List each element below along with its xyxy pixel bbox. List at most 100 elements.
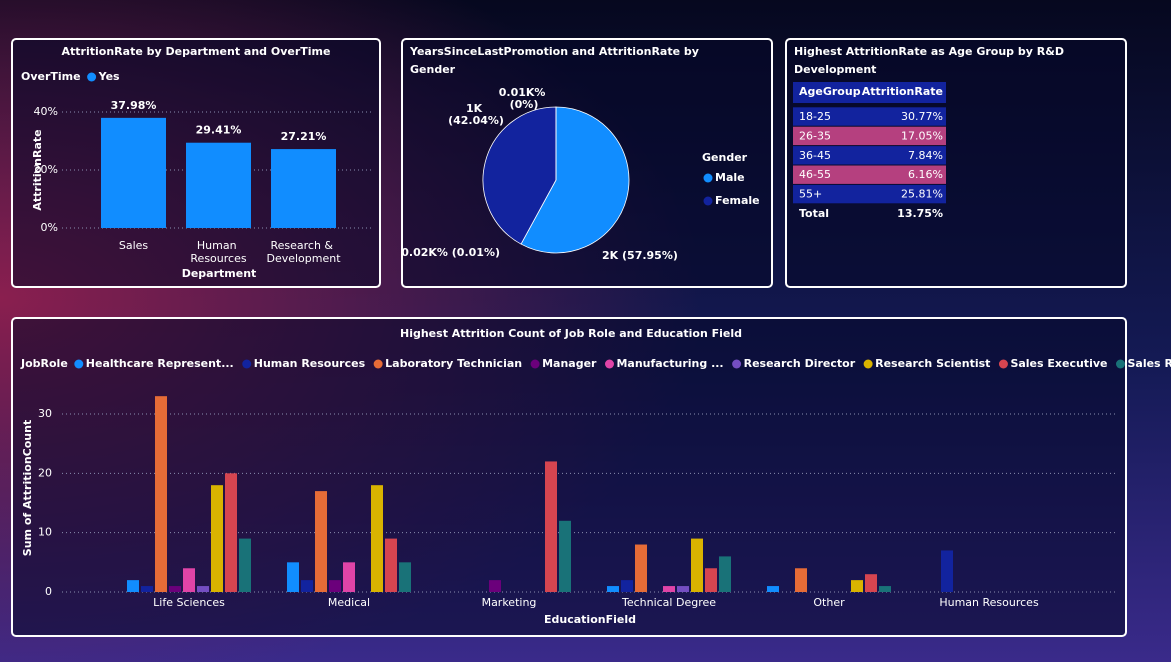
legend-label: Healthcare Represent...	[86, 357, 234, 370]
table-cell: 17.05%	[901, 129, 943, 142]
legend-label: Sales Executive	[1010, 357, 1107, 370]
legend-label: Human Resources	[254, 357, 366, 370]
table-cell: 55+	[799, 188, 822, 201]
table-row	[793, 146, 946, 165]
pie-slice	[520, 106, 630, 254]
data-label: 0.02K% (0.01%)	[401, 246, 500, 259]
x-tick-label: Life Sciences	[153, 596, 225, 609]
bar	[559, 520, 571, 592]
bar	[767, 586, 779, 592]
bar	[371, 485, 383, 592]
x-tick-label: Marketing	[482, 596, 537, 609]
y-tick-label: 30	[38, 407, 52, 420]
data-label: 1K (42.04%)	[448, 102, 504, 127]
table-row	[793, 107, 946, 126]
bar	[719, 556, 731, 592]
bar	[169, 586, 181, 592]
x-tick-label: Technical Degree	[621, 596, 716, 609]
bar	[101, 117, 166, 228]
y-tick-label: 20	[38, 466, 52, 479]
table-cell: 26-35	[799, 129, 831, 142]
bar	[155, 396, 167, 592]
bar	[183, 568, 195, 592]
legend-marker	[732, 359, 742, 369]
y-axis-title: Sum of AttritionCount	[21, 420, 34, 556]
bar	[607, 586, 619, 592]
bar	[865, 574, 877, 592]
table-cell: 30.77%	[901, 110, 943, 123]
panel	[11, 317, 1127, 637]
bar	[329, 580, 341, 592]
legend-marker	[703, 173, 713, 183]
x-tick-label: Human Resources	[939, 596, 1039, 609]
column-header: AttritionRate	[862, 85, 943, 98]
legend-marker	[242, 359, 252, 369]
legend-label: Yes	[98, 70, 120, 83]
table-row	[793, 126, 946, 146]
bar	[186, 142, 251, 228]
legend-marker	[74, 359, 84, 369]
chart-title: YearsSinceLastPromotion and AttritionRat…	[409, 45, 703, 76]
table-cell: 18-25	[799, 110, 831, 123]
bar	[287, 562, 299, 592]
data-label: 27.21%	[281, 130, 327, 143]
bar	[879, 586, 891, 592]
chart-title: Highest AttritionRate as Age Group by R&…	[794, 45, 1068, 76]
chart-title: AttritionRate by Department and OverTime	[62, 45, 331, 58]
y-tick-label: 0	[45, 585, 52, 598]
bar	[545, 461, 557, 592]
chart-title: Highest Attrition Count of Job Role and …	[400, 327, 742, 340]
bar	[271, 149, 336, 228]
legend-label: Laboratory Technician	[385, 357, 522, 370]
legend-label: Manager	[542, 357, 597, 370]
x-axis-title: EducationField	[544, 613, 636, 626]
bar	[663, 586, 675, 592]
bar	[301, 580, 313, 592]
bar	[677, 586, 689, 592]
table-cell: 46-55	[799, 168, 831, 181]
legend-title: JobRole	[20, 357, 68, 370]
legend-title: Gender	[702, 151, 748, 164]
legend-marker	[604, 359, 614, 369]
x-tick-label: Sales	[119, 239, 149, 252]
data-label: 0.01K% (0%)	[499, 86, 550, 111]
pie-slice	[482, 106, 557, 245]
table-row	[793, 165, 946, 184]
bar	[385, 538, 397, 592]
legend-marker	[1115, 359, 1125, 369]
column-header: AgeGroup	[799, 85, 861, 98]
table-cell: 25.81%	[901, 188, 943, 201]
bar	[635, 544, 647, 592]
legend-label: Research Director	[744, 357, 856, 370]
x-tick-label: Other	[813, 596, 845, 609]
legend-label: Male	[715, 171, 745, 184]
x-tick-label: Research & Development	[266, 239, 341, 265]
table-cell: 6.16%	[908, 168, 943, 181]
bar	[211, 485, 223, 592]
bar	[399, 562, 411, 592]
y-tick-label: 0%	[41, 221, 58, 234]
bar	[941, 550, 953, 592]
bar	[621, 580, 633, 592]
bar	[225, 473, 237, 592]
table-header	[793, 82, 946, 103]
legend-marker	[87, 72, 97, 82]
bar	[795, 568, 807, 592]
legend-marker	[530, 359, 540, 369]
legend-marker	[703, 196, 713, 206]
data-label: 2K (57.95%)	[602, 249, 678, 262]
table-cell: 36-45	[799, 149, 831, 162]
data-label: 37.98%	[111, 99, 157, 112]
y-tick-label: 10	[38, 526, 52, 539]
legend-label: Research Scientist	[875, 357, 990, 370]
bar	[705, 568, 717, 592]
y-tick-label: 40%	[34, 105, 58, 118]
legend-title: OverTime	[21, 70, 81, 83]
table-row	[793, 184, 946, 204]
bar	[127, 580, 139, 592]
bar	[239, 538, 251, 592]
legend-label: Manufacturing ...	[616, 357, 723, 370]
table-total: Total	[799, 207, 829, 220]
bar	[851, 580, 863, 592]
y-axis-title: AttritionRate	[31, 129, 44, 210]
